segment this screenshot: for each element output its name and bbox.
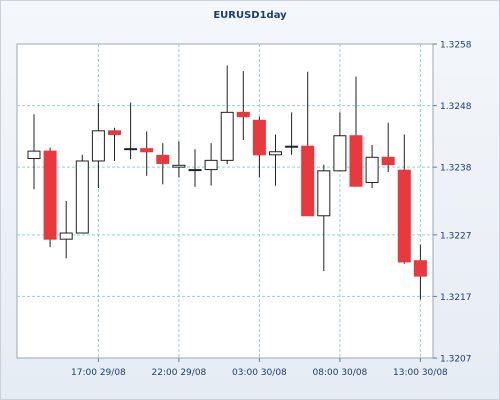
x-tick-label: 17:00 29/08 <box>71 368 126 378</box>
candle-body-down <box>43 150 57 240</box>
candle-body-down <box>156 154 170 164</box>
candle-body-down <box>381 156 395 166</box>
y-tick-label: 1.3207 <box>440 355 472 365</box>
x-tick-label: 22:00 29/08 <box>152 368 207 378</box>
y-tick-label: 1.3217 <box>440 293 472 303</box>
y-tick-label: 1.3238 <box>440 164 472 174</box>
y-tick-label: 1.3248 <box>440 102 472 112</box>
y-tick-label: 1.3258 <box>440 41 472 51</box>
candle-body-up <box>59 232 73 240</box>
candle-body-up <box>172 164 186 168</box>
candle-body-down <box>413 260 427 277</box>
candle-body-up <box>285 145 299 148</box>
chart-title: EURUSD1day <box>213 10 287 21</box>
candle-body-up <box>124 148 138 151</box>
grid-lines <box>17 44 433 358</box>
x-tick-label: 03:00 30/08 <box>232 368 287 378</box>
candle-body-up <box>269 151 282 156</box>
candle-body-down <box>140 148 154 153</box>
x-tick-label: 08:00 30/08 <box>313 368 368 378</box>
candle-body-down <box>397 169 411 263</box>
candle-body-down <box>236 111 250 118</box>
candle-body-up <box>75 160 89 234</box>
candle-body-up <box>27 150 41 160</box>
candle-body-down <box>349 135 363 187</box>
candle-body-up <box>333 135 347 172</box>
candles <box>27 65 427 300</box>
candle-body-up <box>188 169 202 172</box>
candle-body-up <box>220 111 234 161</box>
x-axis: 17:00 29/08 22:00 29/08 03:00 30/08 08:00 3… <box>71 358 448 378</box>
y-axis: 1.3258 1.3248 1.3238 1.3227 1.3217 1.3207 <box>433 41 472 365</box>
y-tick-label: 1.3227 <box>440 231 472 241</box>
candle-body-down <box>252 119 266 156</box>
x-tick-label: 13:00 30/08 <box>393 368 448 378</box>
candle-body-up <box>91 130 105 162</box>
candle-body-down <box>301 145 315 217</box>
candle-body-up <box>317 170 331 217</box>
candle-body-up <box>204 159 218 171</box>
candle-body-up <box>365 156 379 184</box>
candle-body-down <box>108 130 121 136</box>
